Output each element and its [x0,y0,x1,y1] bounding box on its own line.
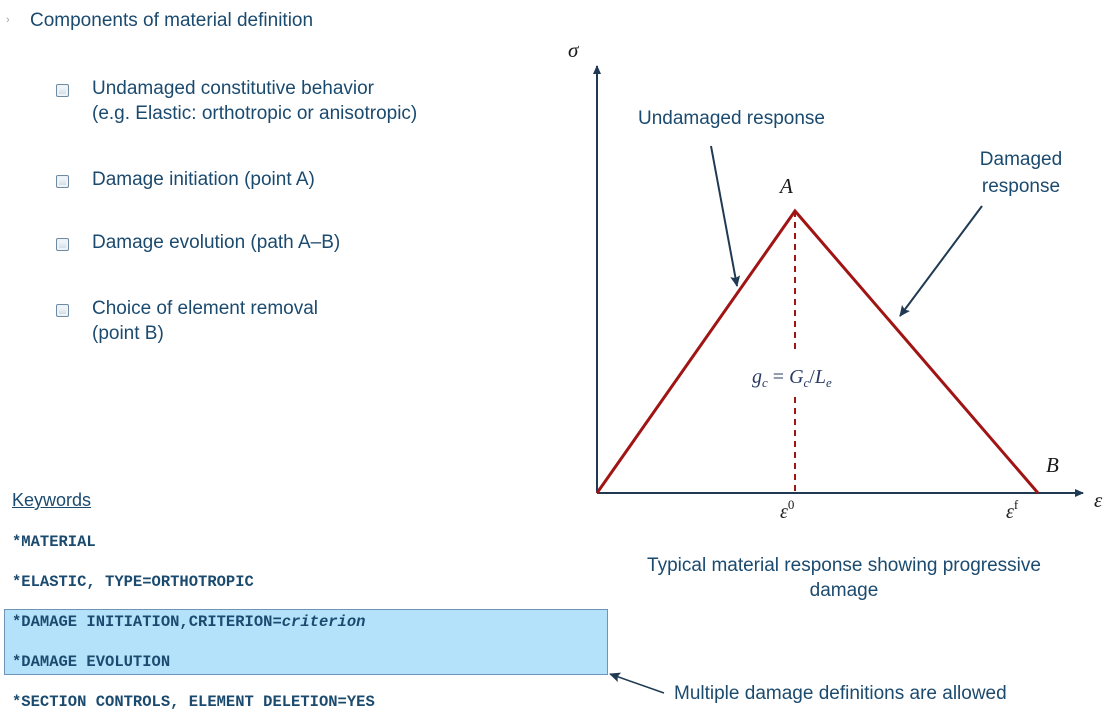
bullet-marker-icon [56,84,69,97]
bullet-marker-icon [56,238,69,251]
tick-label-ef: εf [1006,497,1019,523]
bullet-marker-icon [56,304,69,317]
keyword-section-controls: *SECTION CONTROLS, ELEMENT DELETION=YES [12,693,375,711]
damaged-response-label-line1: Damaged [980,149,1062,170]
keyword-criterion-param: criterion [281,613,366,631]
section-heading: Components of material definition [30,10,314,31]
diagram-caption-line1: Typical material response showing progre… [647,555,1041,576]
diagram-caption-line2: damage [809,580,879,601]
damaged-callout-arrow [899,205,983,317]
y-axis-label: σ [568,38,580,62]
bullet-marker-icon [56,175,69,188]
keyword-damage-evolution: *DAMAGE EVOLUTION [12,653,171,671]
damaged-response-label-line2: response [982,176,1060,197]
note-arrow [609,672,665,694]
bullet-text: Undamaged constitutive behavior [92,78,375,99]
keyword-damage-initiation-prefix: *DAMAGE INITIATION,CRITERION= [12,613,282,631]
fracture-energy-formula: gc = Gc/Le [752,366,832,390]
bullet-text: Damage evolution (path A–B) [92,232,341,253]
bullet-text: (point B) [92,323,164,344]
keywords-title: Keywords [12,490,92,510]
point-a-label: A [778,174,793,198]
bullet-text: (e.g. Elastic: orthotropic or anisotropi… [92,103,418,124]
heading-marker: › [6,14,10,26]
bullet-text: Choice of element removal [92,298,318,319]
damage-keywords-highlight [4,609,608,675]
undamaged-response-label: Undamaged response [638,108,825,129]
tick-label-e0: ε0 [780,497,794,523]
keyword-elastic: *ELASTIC, TYPE=ORTHOTROPIC [12,573,254,591]
x-axis-label: ε [1094,488,1103,512]
keyword-material: *MATERIAL [12,533,96,551]
undamaged-callout-arrow [710,145,741,287]
keyword-damage-initiation: *DAMAGE INITIATION,CRITERION=criterion [12,613,365,631]
response-curve [595,208,1040,494]
bullet-text: Damage initiation (point A) [92,169,315,190]
point-b-label: B [1046,453,1059,477]
diagram-caption: Typical material response showing progre… [586,553,1102,603]
multiple-definitions-note: Multiple damage definitions are allowed [674,683,1007,704]
